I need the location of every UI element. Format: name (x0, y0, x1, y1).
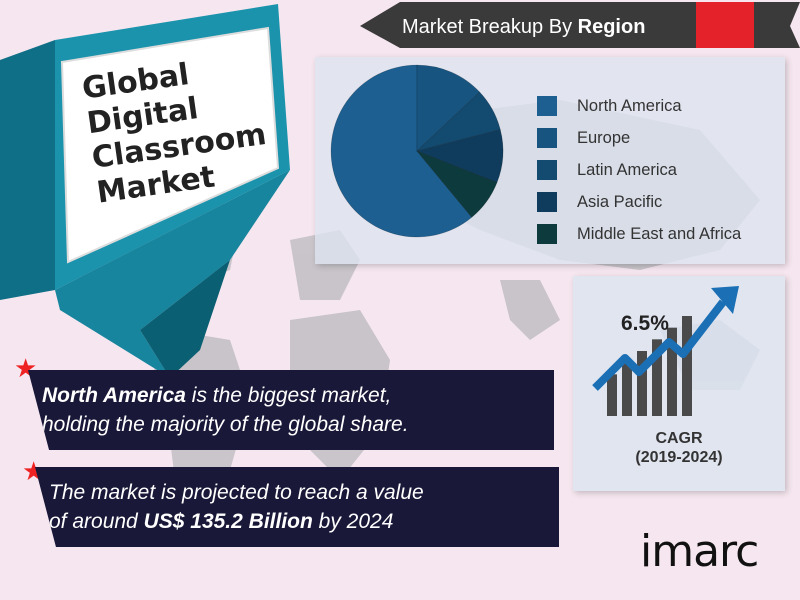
legend-swatch (537, 128, 557, 148)
legend-swatch (537, 224, 557, 244)
trend-arrow-head-icon (711, 286, 739, 314)
legend-swatch (537, 96, 557, 116)
fact-1-line2: holding the majority of the global share… (42, 413, 409, 436)
cagr-bar (682, 316, 692, 416)
cagr-panel: 6.5% CAGR (2019-2024) (573, 276, 785, 491)
legend-label: Latin America (577, 160, 677, 179)
cagr-bar (652, 339, 662, 416)
pie-slice-latin-america (416, 91, 501, 152)
region-header-prefix: Market Breakup By (402, 16, 573, 38)
trend-arrow-icon (592, 299, 727, 391)
imarc-logo: imarc (640, 526, 759, 577)
fact-banner-1: North America is the biggest market, hol… (28, 370, 554, 450)
fact-1-bold: North America (42, 384, 186, 407)
legend-swatch (537, 160, 557, 180)
cagr-bar (637, 351, 647, 416)
pie-slice-north-america (330, 64, 473, 238)
legend-label: Middle East and Africa (577, 224, 742, 243)
legend-swatch (537, 192, 557, 212)
cagr-bar (667, 327, 677, 416)
fact-banner-2: The market is projected to reach a value… (35, 467, 559, 547)
region-header-title: Market Breakup By Region (402, 16, 645, 39)
legend-label: Europe (577, 128, 631, 147)
cagr-period: (2019-2024) (635, 449, 723, 466)
fact-2-pre: of around (49, 510, 144, 533)
cagr-label: CAGR (2019-2024) (573, 429, 785, 467)
logo-text: imarc (640, 526, 759, 577)
pie-legend: North America Europe Latin America Asia Pac… (537, 90, 741, 250)
pie-chart-panel: North America Europe Latin America Asia Pac… (315, 57, 785, 264)
region-header-ribbon (360, 2, 800, 48)
legend-item: Middle East and Africa (537, 218, 741, 250)
region-header-bold: Region (577, 16, 646, 38)
fact-1-rest: is the biggest market, (185, 384, 392, 407)
cagr-bar (607, 374, 617, 416)
pie-slice-middle-east-and-africa (416, 150, 498, 218)
fact-2-line1: The market is projected to reach a value (49, 481, 424, 504)
legend-item: North America (537, 90, 741, 122)
cagr-label-text: CAGR (655, 430, 703, 447)
legend-item: Asia Pacific (537, 186, 741, 218)
cagr-bar (622, 362, 632, 416)
fact-2-bold: US$ 135.2 Billion (143, 510, 313, 533)
fact-2-text: The market is projected to reach a value… (49, 478, 424, 536)
cagr-value: 6.5% (621, 312, 669, 335)
pie-chart (330, 64, 504, 238)
fact-1-text: North America is the biggest market, hol… (42, 381, 409, 439)
page-title: Global Digital Classroom Market (80, 46, 288, 211)
legend-item: Europe (537, 122, 741, 154)
fact-2-post: by 2024 (312, 510, 394, 533)
title-board (0, 4, 290, 378)
pie-slice-asia-pacific (416, 129, 504, 184)
pie-slice-europe (416, 64, 481, 152)
legend-item: Latin America (537, 154, 741, 186)
legend-label: Asia Pacific (577, 192, 663, 211)
legend-label: North America (577, 96, 682, 115)
cagr-bar-chart (592, 286, 739, 416)
